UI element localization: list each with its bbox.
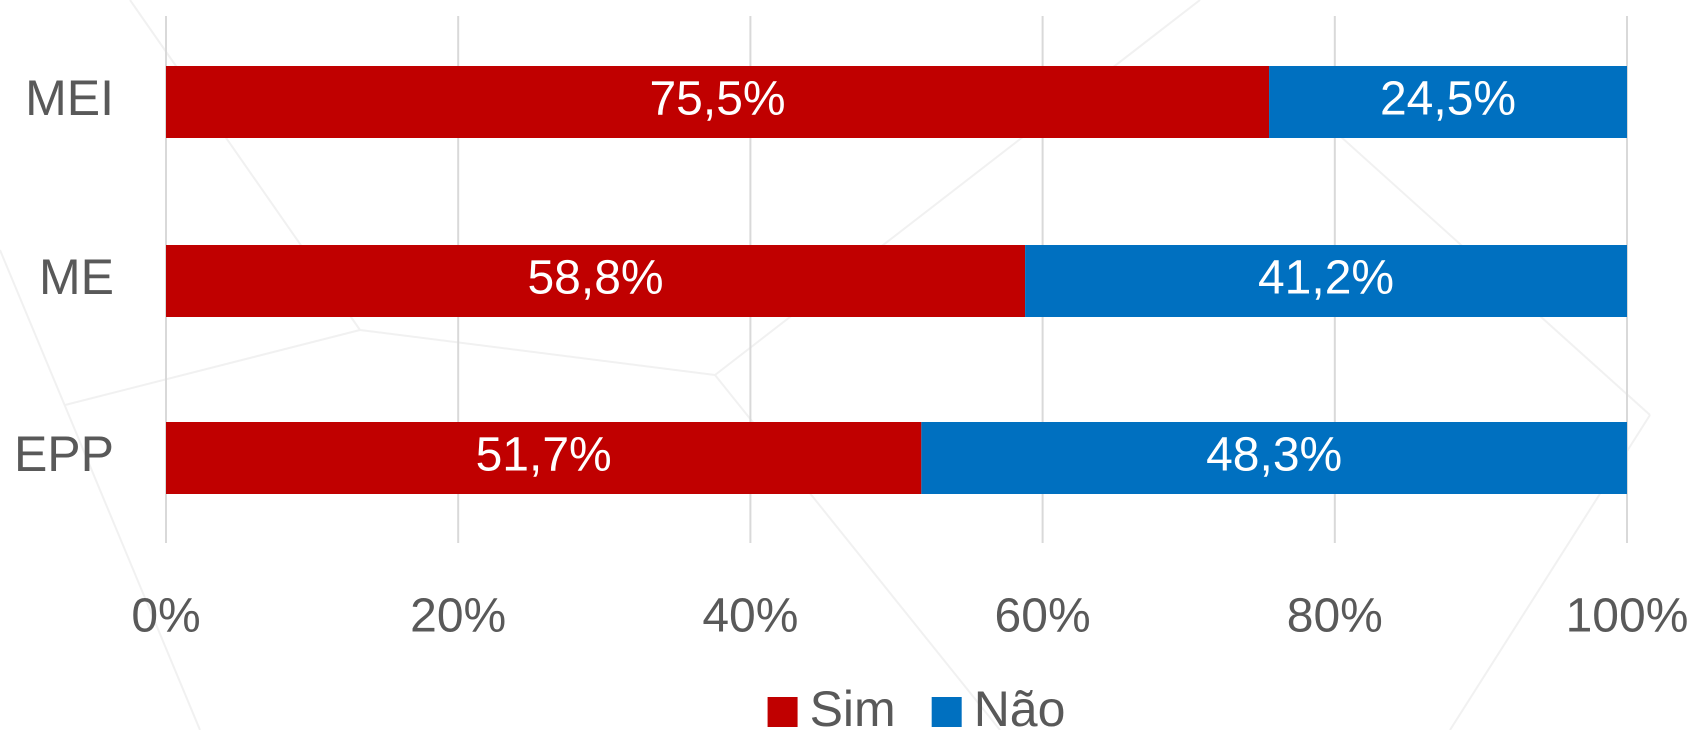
x-tick-label: 20% [410,590,506,643]
bar-segment [166,422,922,494]
x-tick-label: 40% [702,590,798,643]
bar-segment [166,66,1270,138]
deco-line [64,329,361,406]
y-tick-label: MEI [25,70,114,126]
bar-segment [921,422,1627,494]
deco-line [714,0,1201,376]
data-label: 51,7% [476,429,612,482]
x-tick-label: 60% [995,590,1091,643]
data-label: 24,5% [1380,73,1516,126]
legend-label: Sim [810,681,896,730]
data-label: 41,2% [1258,252,1394,305]
y-tick-label: EPP [14,426,114,482]
x-tick-label: 80% [1287,590,1383,643]
deco-line [0,249,201,730]
bar-segment [1025,245,1627,317]
data-label: 58,8% [527,252,663,305]
x-tick-label: 0% [131,590,200,643]
data-label: 75,5% [649,73,785,126]
legend-swatch [931,697,962,727]
x-tick-label: 100% [1566,590,1689,643]
data-label: 48,3% [1206,429,1342,482]
bar-segment [166,245,1026,317]
bar-segment [1269,66,1627,138]
legend-swatch [767,697,798,727]
legend-label: Não [974,681,1066,730]
deco-line [359,329,716,376]
y-tick-label: ME [39,249,114,305]
